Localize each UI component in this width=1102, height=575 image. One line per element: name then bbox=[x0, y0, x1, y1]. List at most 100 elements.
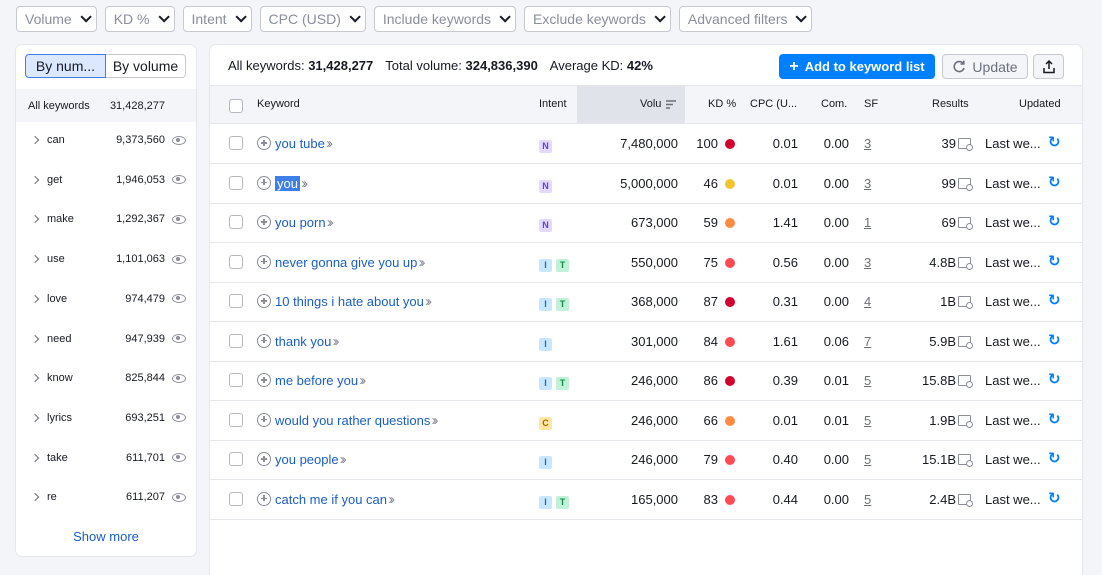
add-keyword-icon[interactable] bbox=[257, 412, 271, 427]
col-intent[interactable]: Intent bbox=[539, 98, 567, 110]
keyword-group-row[interactable]: can 9,373,560 bbox=[16, 120, 196, 160]
chevron-right-icon[interactable] bbox=[30, 254, 40, 264]
row-checkbox[interactable] bbox=[229, 373, 243, 387]
show-more-link[interactable]: Show more bbox=[73, 529, 139, 544]
row-checkbox[interactable] bbox=[229, 333, 243, 348]
add-keyword-icon[interactable] bbox=[257, 491, 271, 506]
refresh-icon[interactable]: ↻ bbox=[1048, 371, 1061, 388]
keyword-group-row[interactable]: lyrics 693,251 bbox=[16, 398, 196, 438]
row-checkbox[interactable] bbox=[229, 412, 243, 427]
serp-preview-icon[interactable] bbox=[958, 414, 973, 428]
eye-icon[interactable] bbox=[172, 373, 186, 383]
eye-icon[interactable] bbox=[172, 413, 186, 423]
sf-link[interactable]: 5 bbox=[864, 452, 872, 467]
serp-preview-icon[interactable] bbox=[958, 375, 973, 388]
refresh-icon[interactable]: ↻ bbox=[1048, 134, 1061, 151]
sf-link[interactable]: 3 bbox=[864, 254, 872, 270]
serp-preview-icon[interactable] bbox=[958, 217, 973, 230]
col-volume[interactable]: Volu bbox=[640, 98, 662, 110]
double-chevron-icon[interactable]: ›› bbox=[338, 451, 347, 468]
keyword-link[interactable]: me before you bbox=[275, 373, 359, 388]
chevron-right-icon[interactable] bbox=[30, 135, 40, 145]
row-checkbox[interactable] bbox=[229, 175, 243, 190]
refresh-icon[interactable]: ↻ bbox=[1048, 213, 1061, 230]
chevron-right-icon[interactable] bbox=[30, 493, 40, 502]
double-chevron-icon[interactable]: ›› bbox=[358, 372, 366, 389]
sf-link[interactable]: 7 bbox=[864, 333, 872, 349]
row-checkbox[interactable] bbox=[229, 452, 243, 466]
filter-dropdown-kd-[interactable]: KD % bbox=[104, 6, 175, 32]
chevron-right-icon[interactable] bbox=[30, 175, 40, 184]
col-keyword[interactable]: Keyword bbox=[257, 98, 300, 110]
serp-preview-icon[interactable] bbox=[958, 335, 973, 349]
double-chevron-icon[interactable]: ›› bbox=[387, 490, 395, 508]
keyword-group-row[interactable]: re 611,207 bbox=[16, 477, 196, 517]
eye-icon[interactable] bbox=[172, 334, 186, 343]
row-checkbox[interactable] bbox=[229, 254, 243, 269]
keyword-group-row[interactable]: make 1,292,367 bbox=[16, 199, 196, 239]
eye-icon[interactable] bbox=[172, 453, 186, 463]
keyword-link[interactable]: catch me if you can bbox=[275, 491, 387, 507]
chevron-right-icon[interactable] bbox=[30, 294, 40, 304]
refresh-icon[interactable]: ↻ bbox=[1048, 292, 1061, 309]
eye-icon[interactable] bbox=[172, 254, 186, 264]
refresh-icon[interactable]: ↻ bbox=[1048, 173, 1061, 191]
refresh-icon[interactable]: ↻ bbox=[1048, 410, 1061, 428]
double-chevron-icon[interactable]: ›› bbox=[417, 253, 426, 271]
row-checkbox[interactable] bbox=[229, 491, 243, 506]
keyword-link[interactable]: never gonna give you up bbox=[275, 254, 418, 270]
double-chevron-icon[interactable]: ›› bbox=[299, 174, 308, 192]
refresh-icon[interactable]: ↻ bbox=[1048, 489, 1061, 507]
chevron-right-icon[interactable] bbox=[30, 453, 40, 462]
row-checkbox[interactable] bbox=[229, 215, 243, 229]
sf-link[interactable]: 5 bbox=[864, 491, 872, 507]
tab-by-volume[interactable]: By volume bbox=[106, 54, 186, 78]
col-results[interactable]: Results bbox=[932, 98, 969, 110]
add-keyword-icon[interactable] bbox=[257, 215, 271, 229]
serp-preview-icon[interactable] bbox=[958, 454, 973, 467]
chevron-right-icon[interactable] bbox=[30, 215, 40, 224]
tab-by-number[interactable]: By num... bbox=[25, 54, 106, 78]
sf-link[interactable]: 5 bbox=[864, 412, 872, 428]
col-updated[interactable]: Updated bbox=[1019, 98, 1061, 110]
filter-dropdown-advanced-filters[interactable]: Advanced filters bbox=[678, 6, 813, 32]
serp-preview-icon[interactable] bbox=[958, 256, 973, 270]
all-keywords-row[interactable]: All keywords 31,428,277 bbox=[16, 89, 196, 122]
filter-dropdown-cpc-usd-[interactable]: CPC (USD) bbox=[259, 6, 366, 32]
add-keyword-icon[interactable] bbox=[257, 175, 271, 190]
chevron-right-icon[interactable] bbox=[30, 334, 40, 343]
chevron-right-icon[interactable] bbox=[30, 373, 40, 383]
keyword-link[interactable]: you people bbox=[275, 452, 339, 467]
chevron-right-icon[interactable] bbox=[30, 413, 40, 423]
sf-link[interactable]: 3 bbox=[864, 136, 872, 151]
keyword-link[interactable]: you porn bbox=[275, 215, 326, 230]
keyword-group-row[interactable]: love 974,479 bbox=[16, 279, 196, 319]
filter-dropdown-include-keywords[interactable]: Include keywords bbox=[373, 6, 517, 32]
keyword-group-row[interactable]: use 1,101,063 bbox=[16, 239, 196, 279]
col-sf[interactable]: SF bbox=[864, 98, 879, 110]
eye-icon[interactable] bbox=[172, 135, 186, 145]
row-checkbox[interactable] bbox=[229, 294, 243, 308]
sort-desc-icon[interactable] bbox=[665, 99, 677, 110]
keyword-link[interactable]: you tube bbox=[275, 136, 325, 151]
export-button[interactable] bbox=[1033, 54, 1064, 79]
add-keyword-icon[interactable] bbox=[257, 254, 271, 269]
serp-preview-icon[interactable] bbox=[958, 177, 973, 191]
col-cpc[interactable]: CPC (U... bbox=[750, 98, 798, 110]
double-chevron-icon[interactable]: ›› bbox=[331, 332, 340, 350]
add-keyword-icon[interactable] bbox=[257, 294, 271, 308]
col-competition[interactable]: Com. bbox=[821, 98, 848, 110]
add-keyword-icon[interactable] bbox=[257, 136, 271, 150]
keyword-group-row[interactable]: take 611,701 bbox=[16, 438, 196, 478]
eye-icon[interactable] bbox=[172, 214, 186, 224]
keyword-group-row[interactable]: know 825,844 bbox=[16, 358, 196, 398]
filter-dropdown-exclude-keywords[interactable]: Exclude keywords bbox=[524, 6, 671, 32]
eye-icon[interactable] bbox=[172, 294, 186, 304]
sf-link[interactable]: 3 bbox=[864, 175, 872, 191]
keyword-link[interactable]: you bbox=[275, 175, 300, 191]
keyword-link[interactable]: thank you bbox=[275, 333, 332, 349]
keyword-link[interactable]: would you rather questions bbox=[275, 412, 431, 428]
eye-icon[interactable] bbox=[172, 175, 186, 185]
select-all-checkbox[interactable] bbox=[229, 99, 243, 113]
keyword-group-row[interactable]: need 947,939 bbox=[16, 319, 196, 359]
